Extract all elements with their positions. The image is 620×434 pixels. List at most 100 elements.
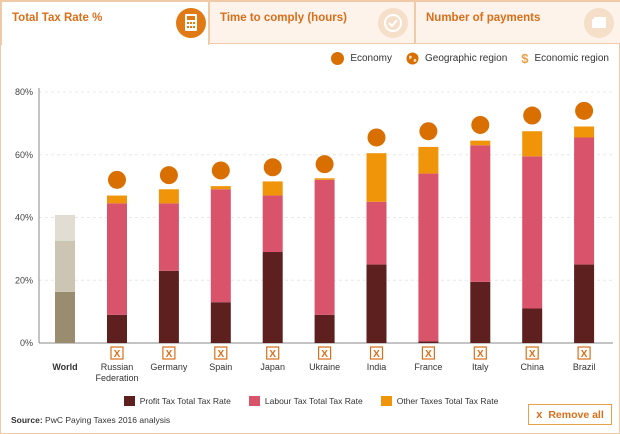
economy-marker bbox=[211, 161, 230, 180]
labour-swatch bbox=[248, 396, 260, 406]
tab-total-tax-rate-label: Total Tax Rate % bbox=[12, 12, 103, 24]
y-tick-label: 60% bbox=[15, 150, 33, 160]
remove-economy-button[interactable] bbox=[421, 346, 435, 360]
bar-segment bbox=[210, 302, 231, 343]
tab-bar: Total Tax Rate % Time to comply (hours) bbox=[1, 1, 620, 45]
remove-economy-button[interactable] bbox=[214, 346, 228, 360]
legend-economy-label: Economy bbox=[350, 52, 392, 64]
legend-economic-region[interactable]: $ Economic region bbox=[521, 51, 609, 66]
source-note: Source: PwC Paying Taxes 2016 analysis bbox=[11, 415, 170, 425]
bar-segment bbox=[158, 189, 179, 204]
bar-segment bbox=[314, 178, 335, 180]
economy-marker bbox=[575, 101, 594, 120]
bar-segment bbox=[418, 173, 439, 342]
remove-x-icon: X bbox=[114, 349, 121, 360]
source-text: PwC Paying Taxes 2016 analysis bbox=[45, 415, 171, 425]
x-tick-label: Ukraine bbox=[309, 362, 340, 372]
bar-segment bbox=[470, 281, 491, 343]
tab-time-to-comply[interactable]: Time to comply (hours) bbox=[209, 1, 415, 44]
remove-economy-button[interactable] bbox=[473, 346, 487, 360]
legend-other-label: Other Taxes Total Tax Rate bbox=[396, 396, 499, 406]
remove-x-icon: X bbox=[321, 349, 328, 360]
legend-labour-label: Labour Tax Total Tax Rate bbox=[264, 396, 363, 406]
bar-segment bbox=[55, 240, 75, 292]
source-label: Source: bbox=[11, 415, 43, 425]
series-legend: Profit Tax Total Tax Rate Labour Tax Tot… bbox=[1, 394, 620, 408]
legend-economy[interactable]: Economy bbox=[331, 51, 392, 65]
x-tick-label: Spain bbox=[209, 362, 232, 372]
remove-all-label: Remove all bbox=[548, 408, 604, 421]
economy-marker bbox=[263, 158, 282, 177]
bar-segment bbox=[470, 145, 491, 282]
y-tick-label: 40% bbox=[15, 213, 33, 223]
dollar-icon: $ bbox=[521, 50, 529, 66]
x-tick-label: Federation bbox=[95, 373, 138, 383]
remove-x-icon: X bbox=[217, 349, 224, 360]
remove-economy-button[interactable] bbox=[577, 346, 591, 360]
bar-segment bbox=[262, 252, 283, 343]
remove-x-icon: X bbox=[166, 349, 173, 360]
tab-number-of-payments-label: Number of payments bbox=[426, 12, 541, 24]
economy-marker bbox=[523, 106, 542, 125]
remove-economy-button[interactable] bbox=[369, 346, 384, 360]
economy-marker bbox=[108, 170, 126, 189]
x-tick-label: Brazil bbox=[573, 362, 596, 372]
bar-segment bbox=[522, 131, 543, 157]
calculator-icon bbox=[176, 8, 206, 38]
tab-total-tax-rate[interactable]: Total Tax Rate % bbox=[1, 1, 209, 45]
tab-time-to-comply-label: Time to comply (hours) bbox=[220, 12, 347, 24]
tab-number-of-payments[interactable]: Number of payments bbox=[415, 1, 620, 44]
bar-segment bbox=[107, 195, 127, 204]
other-swatch bbox=[380, 396, 392, 406]
remove-economy-button[interactable] bbox=[266, 346, 280, 360]
x-tick-label: France bbox=[414, 362, 442, 372]
bar-segment bbox=[418, 146, 439, 174]
bar-segment bbox=[522, 308, 543, 343]
filter-legend: Economy Geographic region $ Economic reg… bbox=[317, 51, 609, 66]
bar-segment bbox=[366, 201, 387, 265]
x-tick-label: China bbox=[520, 362, 544, 372]
y-tick-label: 80% bbox=[15, 87, 33, 97]
bar-segment bbox=[574, 264, 595, 343]
legend-profit-label: Profit Tax Total Tax Rate bbox=[139, 396, 231, 406]
remove-economy-button[interactable] bbox=[525, 346, 539, 360]
economy-marker bbox=[315, 155, 334, 174]
globe-icon bbox=[406, 52, 419, 65]
profit-swatch bbox=[123, 396, 135, 406]
economy-dot-icon bbox=[331, 51, 345, 65]
bar-segment bbox=[55, 214, 75, 241]
remove-x-icon: X bbox=[425, 349, 432, 360]
economy-marker bbox=[471, 115, 490, 134]
x-tick-label: India bbox=[367, 362, 387, 372]
bar-segment bbox=[210, 186, 231, 190]
remove-x-icon: X bbox=[477, 349, 484, 360]
economy-marker bbox=[367, 128, 386, 147]
remove-economy-button[interactable] bbox=[318, 346, 332, 360]
clock-icon bbox=[378, 8, 408, 38]
bar-segment bbox=[574, 137, 595, 265]
remove-economy-button[interactable] bbox=[162, 346, 176, 360]
bar-segment bbox=[522, 156, 543, 309]
economy-marker bbox=[419, 122, 438, 141]
legend-geographic-region[interactable]: Geographic region bbox=[406, 52, 507, 65]
bar-segment bbox=[107, 314, 127, 343]
bar-segment bbox=[574, 126, 595, 138]
legend-labour: Labour Tax Total Tax Rate bbox=[248, 396, 363, 406]
remove-x-icon: X bbox=[269, 349, 276, 360]
remove-all-button[interactable]: x Remove all bbox=[528, 404, 612, 425]
remove-economy-button[interactable] bbox=[110, 346, 124, 360]
x-tick-label: World bbox=[52, 362, 77, 372]
bar-segment bbox=[107, 203, 127, 315]
economy-marker bbox=[159, 166, 178, 185]
x-tick-label: Russian bbox=[101, 362, 134, 372]
y-tick-label: 0% bbox=[20, 338, 33, 348]
remove-x-icon: X bbox=[373, 349, 380, 360]
bar-segment bbox=[366, 264, 387, 343]
bar-segment bbox=[366, 153, 387, 202]
bar-segment bbox=[262, 181, 283, 196]
remove-x-icon: X bbox=[581, 349, 588, 360]
bar-segment bbox=[314, 314, 335, 343]
x-tick-label: Japan bbox=[260, 362, 285, 372]
